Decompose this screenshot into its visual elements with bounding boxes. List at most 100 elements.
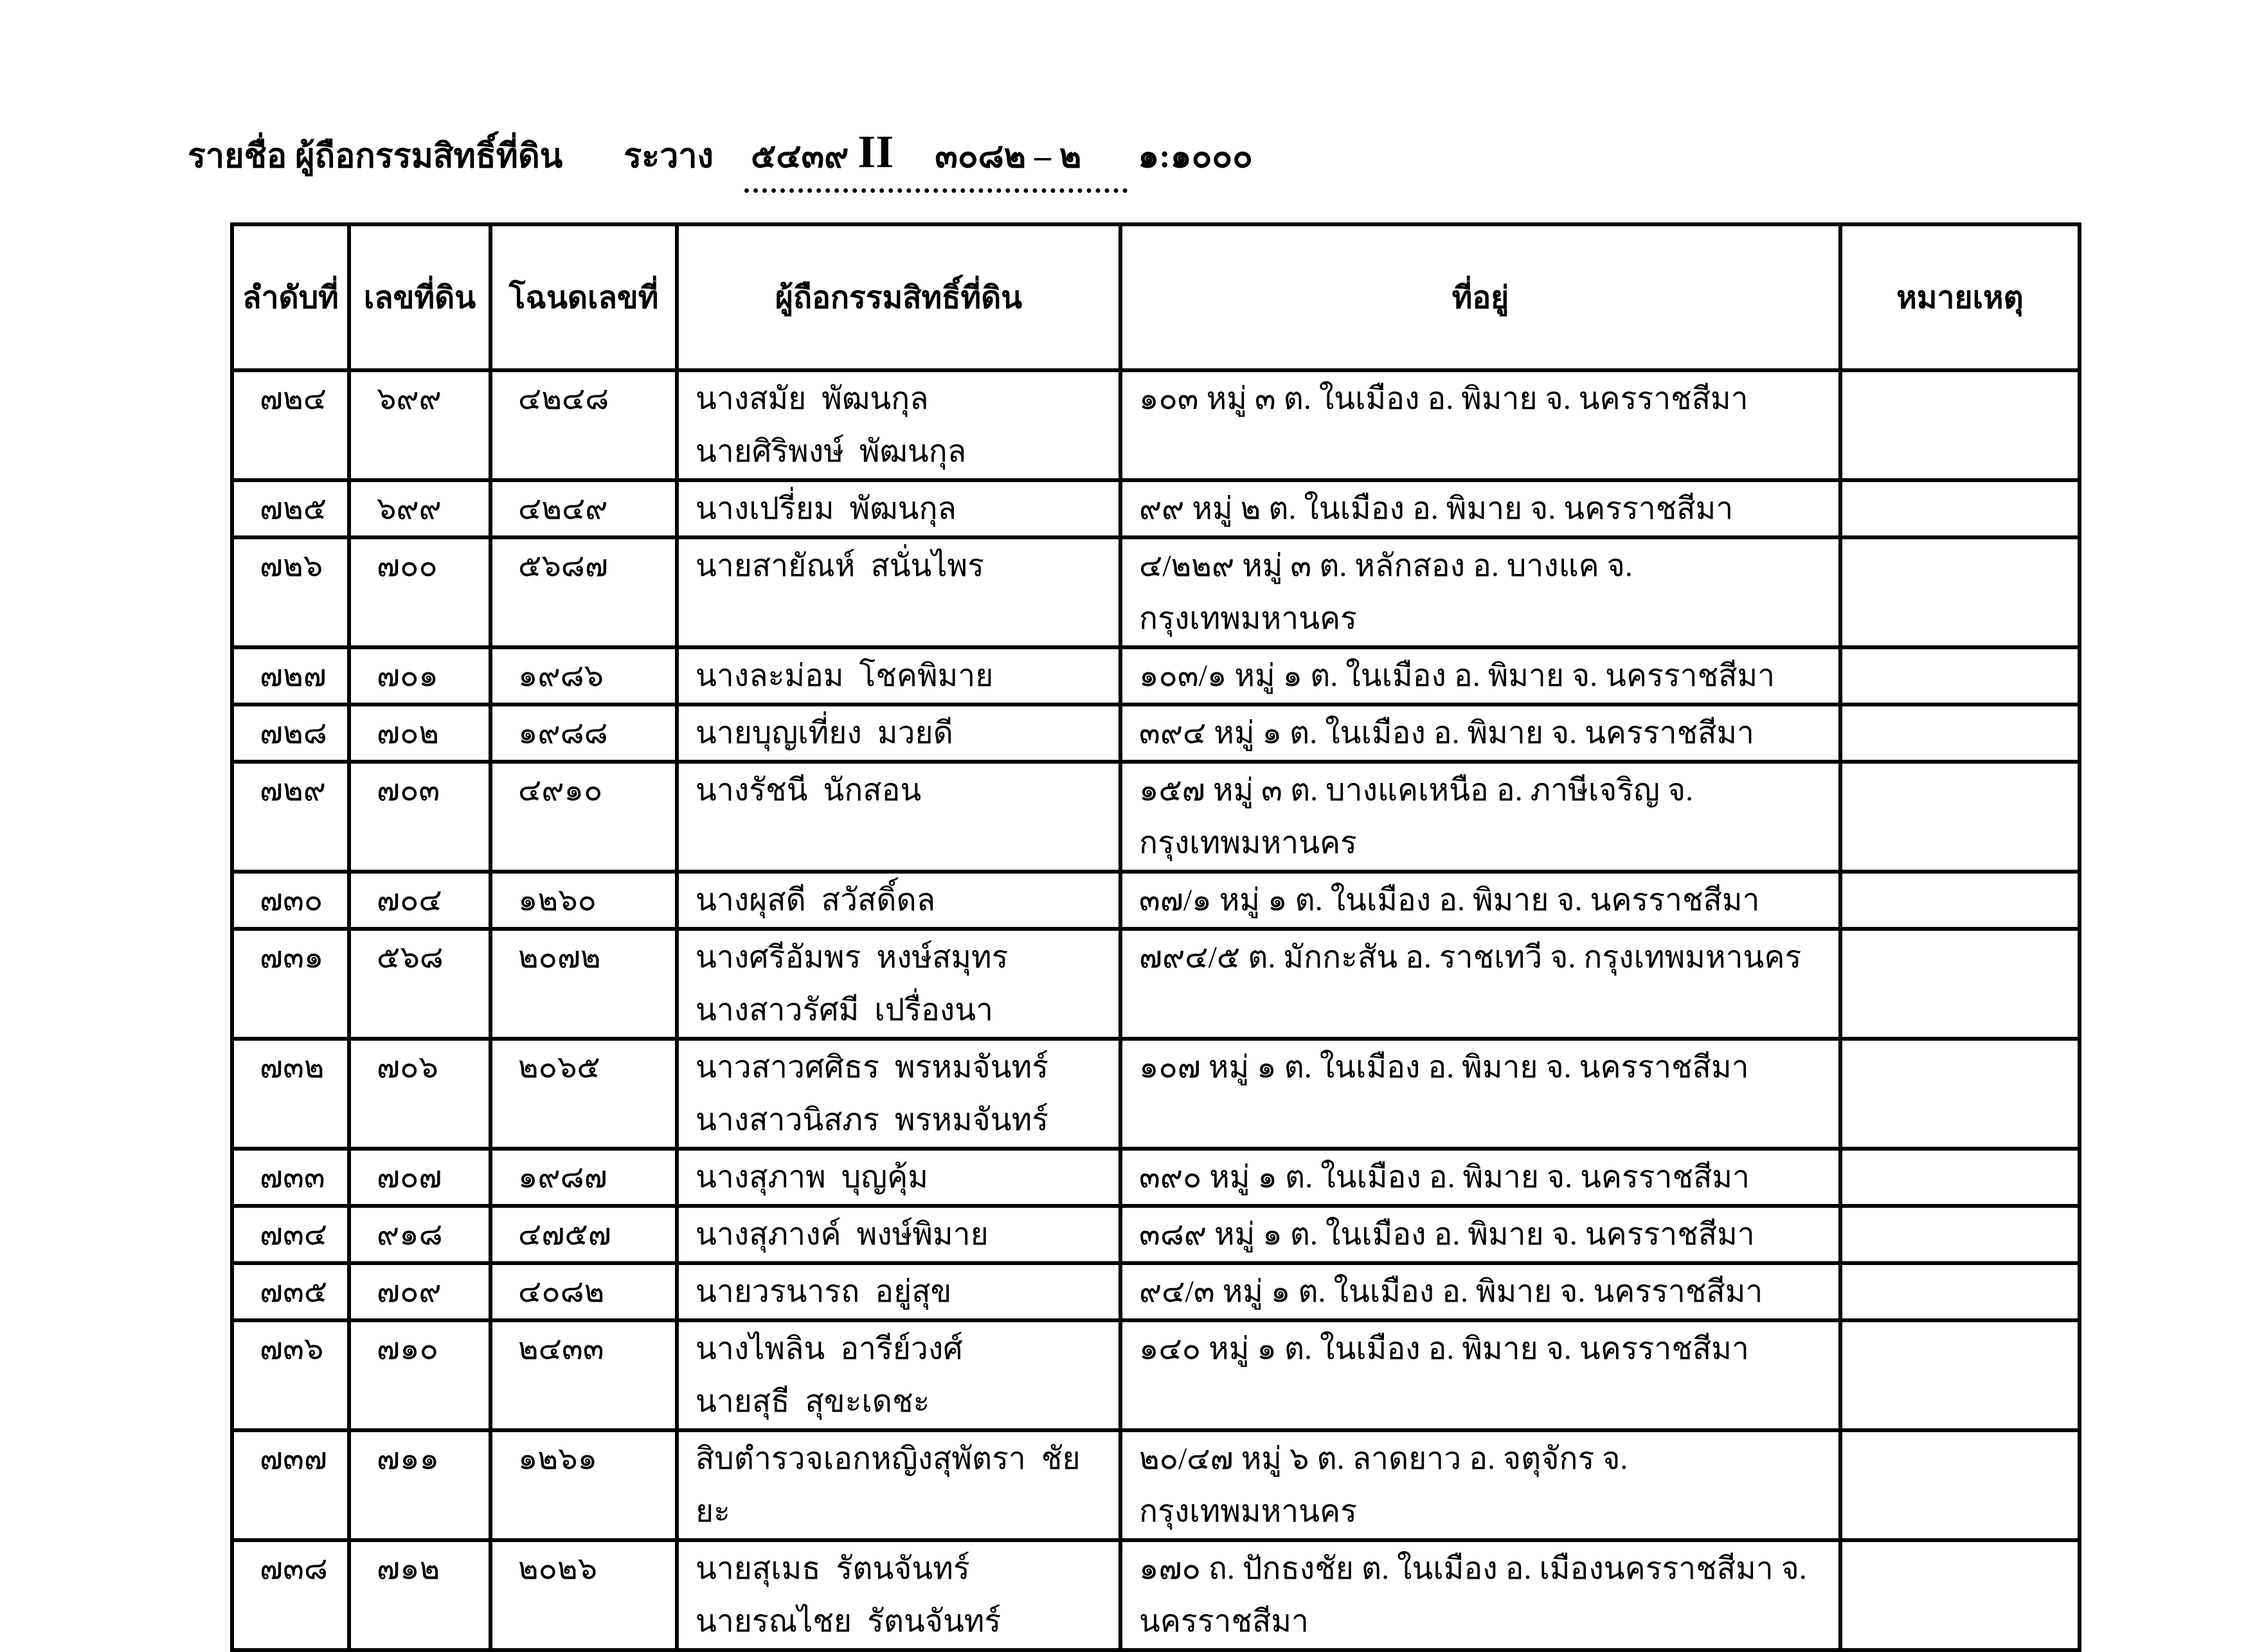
- land-no-cell: ๗๐๒: [347, 703, 492, 764]
- holder-name-cell: นางสุภาพ บุญคุ้ม: [675, 1147, 1122, 1208]
- holder-name-cell: นางสมัย พัฒนกุล นายศิริพงษ์ พัฒนกุล: [675, 368, 1122, 482]
- cell-line: นางเปรี่ยม พัฒนกุล: [696, 492, 957, 526]
- table-row: ๗๒๔ ๖๙๙ ๔๒๔๘ นางสมัย พัฒนกุล นายศิริพงษ์ พัฒ…: [230, 368, 2081, 482]
- holder-name-cell: สิบตำรวจเอกหญิงสุพัตรา ชัยยะ: [675, 1428, 1122, 1542]
- remark-cell: [1838, 1428, 2081, 1542]
- deed-no-cell: ๔๒๔๙: [489, 478, 679, 539]
- cell-line: ๕๖๘๗: [518, 549, 608, 583]
- cell-line: ๒๐๒๖: [518, 1552, 598, 1586]
- land-no-cell: ๖๙๙: [347, 478, 492, 539]
- land-no-cell: ๗๐๑: [347, 645, 492, 706]
- land-no-cell: ๗๐๗: [347, 1147, 492, 1208]
- title-text: รายชื่อ ผู้ถือกรรมสิทธิ์ที่ดิน: [188, 138, 563, 175]
- cell-line: ๗๐๑: [377, 659, 438, 693]
- cell-line: ๗๐๐: [377, 549, 438, 583]
- deed-no-cell: ๑๙๘๗: [489, 1147, 679, 1208]
- col-header-deed-no: โฉนดเลขที่: [489, 222, 679, 372]
- holder-name-cell: นางสุภางค์ พงษ์พิมาย: [675, 1204, 1122, 1265]
- cell-line: ๗๑๒: [377, 1552, 440, 1586]
- cell-line: นางไพลิน อารีย์วงศ์: [696, 1332, 963, 1366]
- address-cell: ๙๙ หมู่ ๒ ต. ในเมือง อ. พิมาย จ. นครราชส…: [1119, 478, 1842, 539]
- holder-name-cell: นายบุญเที่ยง มวยดี: [675, 703, 1122, 764]
- seq-cell: ๗๓๔: [230, 1204, 351, 1265]
- deed-no-cell: ๑๙๘๘: [489, 703, 679, 764]
- cell-line: นางผุสดี สวัสดิ์ดล: [696, 883, 936, 917]
- cell-line: ๗๐๒: [377, 716, 440, 750]
- land-no-cell: ๗๑๑: [347, 1428, 492, 1542]
- cell-line: ๔๐๘๒: [518, 1275, 605, 1309]
- table-row: ๗๓๐ ๗๐๔ ๑๒๖๐ นางผุสดี สวัสดิ์ดล ๓๗/๑ หมู่ ๑ …: [230, 870, 2081, 931]
- address-cell: ๑๐๗ หมู่ ๑ ต. ในเมือง อ. พิมาย จ. นครราช…: [1119, 1037, 1842, 1151]
- sheet-roman-numeral: II: [858, 126, 894, 177]
- seq-cell: ๗๓๖: [230, 1318, 351, 1432]
- remark-cell: [1838, 1538, 2081, 1652]
- cell-line: ๑๐๗ หมู่ ๑ ต. ในเมือง อ. พิมาย จ. นครราช…: [1139, 1050, 1749, 1084]
- address-cell: ๓๙๐ หมู่ ๑ ต. ในเมือง อ. พิมาย จ. นครราช…: [1119, 1147, 1842, 1208]
- cell-line: ๑๒๖๐: [518, 883, 597, 917]
- table-row: ๗๒๙ ๗๐๓ ๔๙๑๐ นางรัชนี นักสอน ๑๕๗ หมู่ ๓ ต. บ…: [230, 760, 2081, 874]
- cell-line: นายสุธี สุขะเดชะ: [696, 1385, 930, 1419]
- cell-line: นางสาวนิสภร พรหมจันทร์: [696, 1103, 1048, 1137]
- cell-line: ๗๐๙: [377, 1275, 442, 1309]
- cell-line: ๗๒๖: [260, 549, 323, 583]
- address-cell: ๑๗๐ ถ. ปักธงชัย ต. ในเมือง อ. เมืองนครรา…: [1119, 1538, 1842, 1652]
- holder-name-cell: นางละม่อม โชคพิมาย: [675, 645, 1122, 706]
- deed-no-cell: ๒๐๒๖: [489, 1538, 679, 1652]
- land-no-cell: ๗๑๐: [347, 1318, 492, 1432]
- table-row: ๗๓๘ ๗๑๒ ๒๐๒๖ นายสุเมธ รัตนจันทร์ นายรณไชย รั…: [230, 1538, 2081, 1652]
- cell-line: ๑๒๖๑: [518, 1442, 598, 1476]
- cell-line: ๗๓๒: [260, 1050, 325, 1084]
- remark-cell: [1838, 535, 2081, 649]
- cell-line: ๗๑๑: [377, 1442, 440, 1476]
- cell-line: ๗๒๙: [260, 773, 326, 807]
- cell-line: ๗๐๔: [377, 883, 442, 917]
- remark-cell: [1838, 1318, 2081, 1432]
- cell-line: ๔๒๔๙: [518, 492, 608, 526]
- holder-name-cell: นายสายัณห์ สนั่นไพร: [675, 535, 1122, 649]
- holder-name-cell: นางเปรี่ยม พัฒนกุล: [675, 478, 1122, 539]
- cell-line: ๓๙๐ หมู่ ๑ ต. ในเมือง อ. พิมาย จ. นครราช…: [1139, 1160, 1750, 1194]
- cell-line: นายศิริพงษ์ พัฒนกุล: [696, 435, 967, 469]
- cell-line: ๖๙๙: [377, 492, 442, 526]
- remark-cell: [1838, 760, 2081, 874]
- cell-line: ๓๙๔ หมู่ ๑ ต. ในเมือง อ. พิมาย จ. นครราช…: [1139, 716, 1754, 750]
- address-cell: ๗๙๔/๕ ต. มักกะสัน อ. ราชเทวี จ. กรุงเทพม…: [1119, 927, 1842, 1041]
- cell-line: ๗๓๓: [260, 1160, 325, 1194]
- cell-line: ๔๒๔๘: [518, 382, 609, 416]
- cell-line: ๗๒๔: [260, 382, 327, 416]
- seq-cell: ๗๓๑: [230, 927, 351, 1041]
- seq-cell: ๗๓๓: [230, 1147, 351, 1208]
- remark-cell: [1838, 870, 2081, 931]
- holder-name-cell: นางศรีอัมพร หงษ์สมุทร นางสาวรัศมี เปรื่อง…: [675, 927, 1122, 1041]
- table-row: ๗๒๖ ๗๐๐ ๕๖๘๗ นายสายัณห์ สนั่นไพร ๔/๒๒๙ หมู่ …: [230, 535, 2081, 649]
- sheet-label: ระวาง: [624, 138, 714, 175]
- cell-line: นายสุเมธ รัตนจันทร์: [696, 1552, 970, 1586]
- address-cell: ๓๙๔ หมู่ ๑ ต. ในเมือง อ. พิมาย จ. นครราช…: [1119, 703, 1842, 764]
- cell-line: นายบุญเที่ยง มวยดี: [696, 716, 953, 750]
- cell-line: ๒๐๖๕: [518, 1050, 600, 1084]
- cell-line: นายวรนารถ อยู่สุข: [696, 1275, 952, 1309]
- remark-cell: [1838, 1037, 2081, 1151]
- remark-cell: [1838, 1147, 2081, 1208]
- scanned-document: { "header": { "title": "รายชื่อ ผู้ถือกร…: [188, 129, 2081, 1652]
- remark-cell: [1838, 1261, 2081, 1322]
- deed-no-cell: ๑๒๖๑: [489, 1428, 679, 1542]
- remark-cell: [1838, 1204, 2081, 1265]
- table-row: ๗๓๑ ๕๖๘ ๒๐๗๒ นางศรีอัมพร หงษ์สมุทร นางสาวรัศ…: [230, 927, 2081, 1041]
- table-row: ๗๒๘ ๗๐๒ ๑๙๘๘ นายบุญเที่ยง มวยดี ๓๙๔ หมู่ ๑ ต…: [230, 703, 2081, 764]
- deed-no-cell: ๔๒๔๘: [489, 368, 679, 482]
- cell-line: ๗๓๘: [260, 1552, 328, 1586]
- cell-line: ๕๖๘: [377, 940, 444, 974]
- cell-line: ๙๑๘: [377, 1217, 443, 1252]
- cell-line: ๗๒๕: [260, 492, 327, 526]
- remark-cell: [1838, 368, 2081, 482]
- cell-line: นายสายัณห์ สนั่นไพร: [696, 549, 984, 583]
- address-cell: ๑๐๓ หมู่ ๓ ต. ในเมือง อ. พิมาย จ. นครราช…: [1119, 368, 1842, 482]
- col-header-seq: ลำดับที่: [230, 222, 351, 372]
- table-row: ๗๓๔ ๙๑๘ ๔๗๕๗ นางสุภางค์ พงษ์พิมาย ๓๘๙ หมู่ ๑…: [230, 1204, 2081, 1265]
- col-header-land-no: เลขที่ดิน: [347, 222, 492, 372]
- address-cell: ๑๔๐ หมู่ ๑ ต. ในเมือง อ. พิมาย จ. นครราช…: [1119, 1318, 1842, 1432]
- sheet-reference: ๕๔๓๙ II ๓๐๘๒ – ๒: [744, 129, 1128, 193]
- land-no-cell: ๖๙๙: [347, 368, 492, 482]
- cell-line: ๑๗๐ ถ. ปักธงชัย ต. ในเมือง อ. เมืองนครรา…: [1139, 1552, 1807, 1586]
